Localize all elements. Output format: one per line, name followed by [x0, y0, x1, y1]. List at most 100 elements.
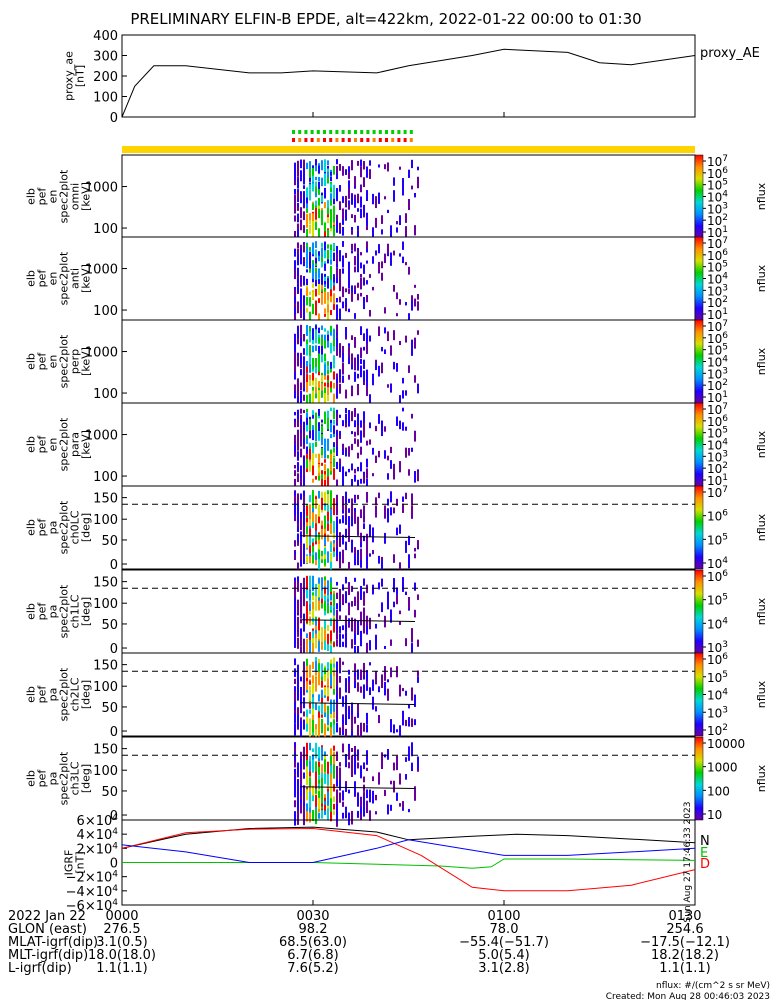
- spectrogram-cell: [312, 601, 314, 617]
- spectrogram-cell: [318, 208, 320, 219]
- spectrogram-cell: [318, 779, 320, 784]
- spectrogram-cell: [315, 809, 317, 825]
- spectrogram-cell: [360, 765, 362, 779]
- colorbar-tick-label: 100: [707, 784, 730, 798]
- spectrogram-cell: [393, 284, 395, 292]
- spectrogram-cell: [336, 494, 338, 507]
- spectrogram-cell: [354, 496, 356, 500]
- spectrogram-cell: [354, 357, 356, 367]
- spectrogram-cell: [336, 387, 338, 399]
- spectrogram-cell: [384, 754, 386, 758]
- spectrogram-cell: [294, 438, 296, 447]
- spectrogram-cell: [306, 458, 308, 469]
- spectrogram-cell: [309, 718, 311, 727]
- flag-red: [292, 138, 295, 142]
- spectrogram-cell: [336, 751, 338, 761]
- spectrogram-cell: [318, 630, 320, 642]
- spectrogram-cell: [324, 441, 326, 448]
- spectrogram-cell: [339, 768, 341, 779]
- spectrogram-cell: [387, 243, 389, 254]
- spectrogram-cell: [312, 630, 314, 644]
- spectrogram-cell: [411, 159, 413, 169]
- spectrogram-cell: [333, 433, 335, 438]
- footer-row-value: 68.5(63.0): [279, 935, 347, 950]
- spectrogram-cell: [297, 542, 299, 546]
- spectrogram-cell: [351, 617, 353, 632]
- spectrogram-cell: [294, 784, 296, 791]
- spectrogram-cell: [321, 354, 323, 363]
- spectrogram-cell: [333, 663, 335, 668]
- spectrogram-cell: [318, 176, 320, 182]
- spectrogram-cell: [348, 171, 350, 179]
- spectrogram-cell: [366, 682, 368, 691]
- spectrogram-cell: [324, 600, 326, 610]
- spectrogram-cell: [306, 533, 308, 549]
- spectrogram-cell: [375, 634, 377, 650]
- spectrogram-cell: [357, 160, 359, 166]
- spectrogram-cell: [387, 508, 389, 523]
- spectrogram-cell: [294, 453, 296, 457]
- spectrogram-cell: [300, 556, 302, 567]
- spectrogram-cell: [360, 277, 362, 290]
- spectrogram-cell: [294, 503, 296, 516]
- spectrogram-cell: [309, 528, 311, 537]
- spectrogram-cell: [405, 774, 407, 780]
- spectrogram-cell: [294, 172, 296, 180]
- spectrogram-cell: [330, 296, 332, 303]
- spectrogram-cell: [396, 498, 398, 506]
- spectrogram-cell: [321, 389, 323, 398]
- spectrogram-ytick-label: 100: [93, 304, 118, 319]
- spectrogram-cell: [366, 386, 368, 396]
- spectrogram-cell: [294, 208, 296, 214]
- spectrogram-cell: [324, 308, 326, 313]
- spectrogram-cell: [330, 701, 332, 714]
- spectrogram-panel: 1000100elbpefenspec2plotomni[keV]1071061…: [25, 154, 768, 243]
- quality-flag-bar: [122, 130, 695, 153]
- spectrogram-cell: [294, 434, 296, 442]
- spectrogram-cell: [303, 181, 305, 185]
- spectrogram-cell: [408, 448, 410, 456]
- spectrogram-cell: [339, 519, 341, 524]
- spectrogram-cell: [303, 668, 305, 682]
- spectrogram-ylabel: [deg]: [80, 764, 93, 793]
- footer-row-value: 254.6: [666, 922, 703, 937]
- spectrogram-cell: [324, 382, 326, 387]
- spectrogram-cell: [297, 223, 299, 231]
- spectrogram-cell: [327, 490, 329, 495]
- spectrogram-cell: [315, 165, 317, 172]
- spectrogram-cell: [333, 165, 335, 175]
- spectrogram-cell: [312, 455, 314, 466]
- spectrogram-cell: [408, 746, 410, 761]
- spectrogram-cell: [294, 490, 296, 496]
- spectrogram-cell: [297, 443, 299, 449]
- spectrogram-cell: [321, 747, 323, 761]
- spectrogram-cell: [354, 371, 356, 382]
- spectrogram-cell: [351, 639, 353, 644]
- spectrogram-cell: [300, 324, 302, 335]
- spectrogram-cell: [324, 754, 326, 763]
- spectrogram-cell: [309, 604, 311, 611]
- spectrogram-ytick-label: 0: [110, 809, 118, 824]
- spectrogram-cell: [348, 583, 350, 596]
- anti-loss-cone-line: [299, 702, 416, 705]
- spectrogram-cell: [324, 479, 326, 488]
- spectrogram-cell: [321, 462, 323, 466]
- spectrogram-cell: [327, 791, 329, 806]
- spectrogram-cell: [315, 419, 317, 431]
- spectrogram-cell: [336, 537, 338, 549]
- spectrogram-cell: [306, 269, 308, 273]
- spectrogram-cell: [303, 661, 305, 671]
- footer-row-label: MLAT-igrf(dip): [8, 935, 98, 950]
- spectrogram-cell: [378, 582, 380, 590]
- spectrogram-cell: [342, 724, 344, 730]
- spectrogram-cell: [405, 335, 407, 343]
- spectrogram-cell: [390, 345, 392, 356]
- footer-row-label: MLT-igrf(dip): [8, 948, 88, 963]
- spectrogram-cell: [321, 689, 323, 700]
- spectrogram-cell: [303, 334, 305, 342]
- spectrogram-cell: [381, 426, 383, 437]
- spectrogram-cell: [372, 286, 374, 291]
- spectrogram-cell: [297, 678, 299, 694]
- spectrogram-cell: [294, 753, 296, 767]
- spectrogram-cell: [339, 615, 341, 620]
